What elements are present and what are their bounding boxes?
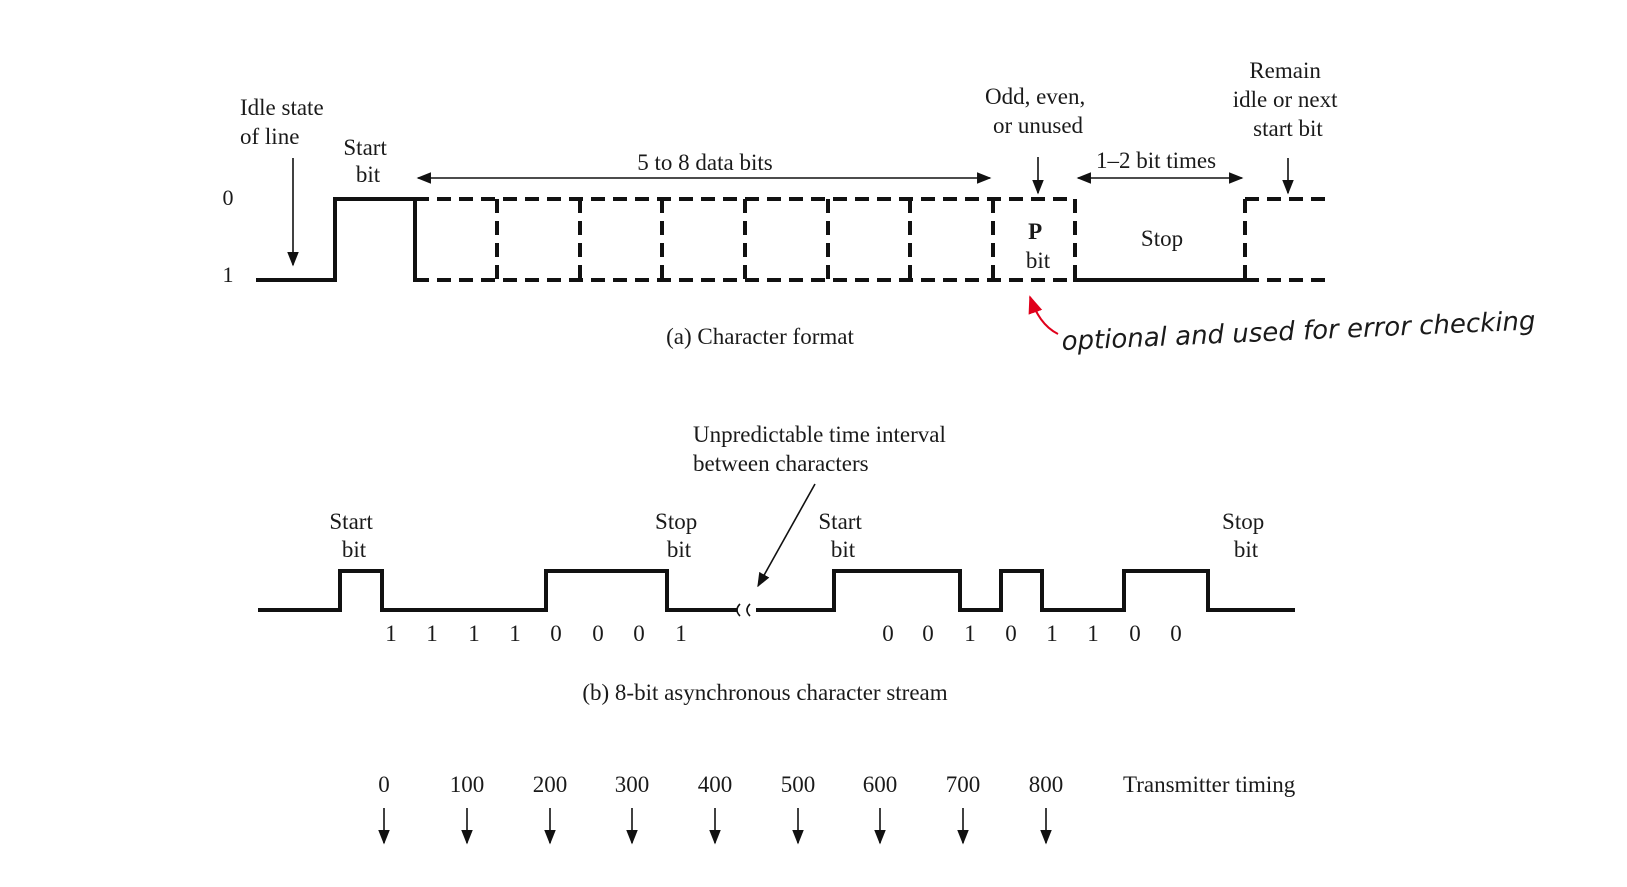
- timing-tick: 600: [863, 772, 898, 845]
- timing-tick-label: 700: [946, 772, 981, 797]
- char1-start-label: Start bit: [329, 509, 378, 562]
- line-break-symbol: [736, 603, 751, 617]
- timing-label: Transmitter timing: [1123, 772, 1296, 797]
- char2-bit: 1: [1087, 621, 1099, 646]
- timing-tick: 500: [781, 772, 816, 845]
- char2-waveform: [756, 569, 1295, 612]
- timing-tick-label: 100: [450, 772, 485, 797]
- remain-label: Remain idle or next start bit: [1233, 58, 1344, 141]
- char2-bit: 0: [1129, 621, 1141, 646]
- level-0-label: 0: [223, 185, 234, 210]
- char1-waveform: [258, 569, 737, 612]
- panel-a-character-format: 0 1 Idle state of line Start bit 5 to 8 …: [223, 58, 1537, 357]
- parity-note-label: Odd, even, or unused: [985, 84, 1091, 138]
- char1-bit: 0: [633, 621, 645, 646]
- timing-tick-label: 800: [1029, 772, 1064, 797]
- data-bits-label: 5 to 8 data bits: [637, 150, 772, 175]
- start-bit-label: Start bit: [343, 135, 392, 187]
- timing-tick: 100: [450, 772, 485, 845]
- char2-bit-values: 0 0 1 0 1 1 0 0: [882, 621, 1182, 646]
- panel-b-character-stream: Unpredictable time interval between char…: [258, 422, 1295, 705]
- char1-bit: 0: [592, 621, 604, 646]
- char1-bit: 1: [385, 621, 397, 646]
- timing-tick: 300: [615, 772, 650, 845]
- timing-tick: 200: [533, 772, 568, 845]
- timing-tick-label: 400: [698, 772, 733, 797]
- char2-bit: 0: [1005, 621, 1017, 646]
- timing-tick-label: 600: [863, 772, 898, 797]
- char1-bit: 1: [675, 621, 687, 646]
- panel-a-caption: (a) Character format: [666, 324, 854, 349]
- level-1-label: 1: [223, 262, 234, 287]
- timing-tick-label: 300: [615, 772, 650, 797]
- timing-tick-label: 200: [533, 772, 568, 797]
- timing-tick-label: 500: [781, 772, 816, 797]
- timing-tick: 800: [1029, 772, 1064, 845]
- char2-bit: 1: [964, 621, 976, 646]
- transmitter-timing: 0 100 200 300 400 500 600 700: [378, 772, 1296, 845]
- char1-bit: 1: [468, 621, 480, 646]
- idle-state-label: Idle state of line: [240, 95, 329, 149]
- timing-tick: 700: [946, 772, 981, 845]
- char2-bit: 0: [882, 621, 894, 646]
- char2-bit: 1: [1046, 621, 1058, 646]
- char1-stop-label: Stop bit: [655, 509, 703, 562]
- stop-label: Stop: [1141, 226, 1183, 251]
- char2-stop-label: Stop bit: [1222, 509, 1270, 562]
- char2-start-label: Start bit: [818, 509, 867, 562]
- timing-tick-label: 0: [378, 772, 390, 797]
- annotation-arrow: [1028, 295, 1059, 335]
- char1-bit: 1: [426, 621, 438, 646]
- stop-duration-label: 1–2 bit times: [1096, 148, 1216, 173]
- panel-b-caption: (b) 8-bit asynchronous character stream: [582, 680, 947, 705]
- parity-bit-label: P bit: [1026, 219, 1051, 273]
- start-bit-waveform: [256, 197, 417, 282]
- char1-bit: 1: [509, 621, 521, 646]
- char1-bit-values: 1 1 1 1 0 0 0 1: [385, 621, 687, 646]
- char2-bit: 0: [1170, 621, 1182, 646]
- char1-bit: 0: [550, 621, 562, 646]
- bit-boundaries: [495, 199, 1077, 280]
- timing-tick: 0: [378, 772, 390, 845]
- timing-tick: 400: [698, 772, 733, 845]
- char2-bit: 0: [922, 621, 934, 646]
- interval-arrow: [757, 483, 816, 588]
- interval-note: Unpredictable time interval between char…: [693, 422, 952, 476]
- annotation-text: optional and used for error checking: [1061, 306, 1536, 357]
